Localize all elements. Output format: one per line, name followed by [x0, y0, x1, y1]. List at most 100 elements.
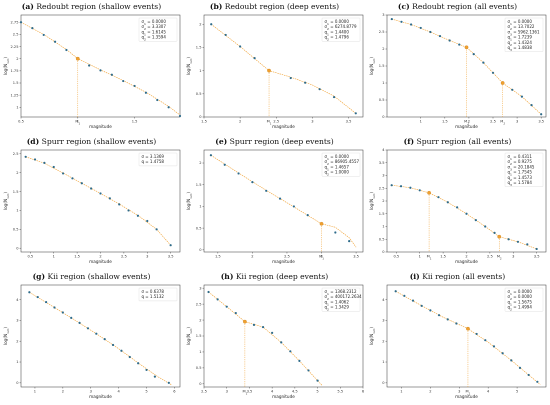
panel-i: (i) Kii region (all events) 1 2 3 4 5 0 1 2 3 4 mag… [366, 270, 549, 405]
scatter-plot: 1 2 3 4 5 6 0 1 2 3 4 magnitude log(N>m) σ = 0.6378q … [3, 284, 181, 399]
data-point [70, 316, 73, 319]
breakpoint-marker [466, 326, 470, 331]
legend-entry: q2 = 1.0000 [325, 170, 350, 177]
y-tick-label: 3 [199, 286, 201, 290]
data-point [88, 64, 91, 67]
data-point [261, 325, 265, 329]
y-tick-label: 1.5 [196, 183, 202, 187]
panel-title: (h) Kii region (deep events) [183, 272, 366, 281]
legend-entry: q2 = 1.3429 [325, 305, 350, 312]
y-tick-label: 1 [16, 209, 18, 213]
x-tick-label: 2 [62, 390, 64, 394]
data-point [118, 203, 121, 206]
breakpoint-marker [243, 319, 247, 324]
x-tick-label: 2.5 [490, 120, 496, 124]
legend-entry: σ3 = 5962.1361 [508, 29, 540, 36]
data-point [252, 323, 256, 326]
legend-box [138, 152, 178, 167]
y-axis-label: log(N>m) [3, 57, 10, 75]
legend-entry: q2 = 1.4994 [508, 305, 533, 312]
y-axis-label: log(N>m) [186, 327, 193, 345]
data-point [429, 309, 432, 312]
y-tick-label: 0 [382, 115, 385, 119]
panel-title-text: Kii region (deep events) [233, 272, 329, 281]
legend-entry: σ2 = 0.9275 [508, 159, 533, 166]
data-point [400, 20, 403, 23]
panel-title: (e) Spurr region (deep events) [183, 137, 366, 146]
x-axis-label: magnitude [89, 124, 112, 129]
data-point [65, 48, 68, 52]
legend-entry: q1 = 1.5675 [508, 299, 533, 306]
y-tick-label: 2 [199, 161, 201, 165]
legend-entry: q3 = 1.4838 [508, 45, 533, 52]
x-axis-label: magnitude [455, 394, 478, 399]
legend-entry: σ1 = 1368.2312 [325, 289, 357, 296]
y-tick-label: 1.5 [379, 64, 385, 68]
y-tick-label: 1.5 [196, 46, 202, 50]
data-point [61, 172, 65, 175]
legend-entry: q3 = 1.5784 [508, 180, 533, 187]
y-axis-label: log(N>m) [369, 192, 376, 210]
x-tick-label: 0.5 [393, 255, 399, 259]
data-point [292, 205, 295, 208]
x-tick-label: 3.5 [247, 390, 253, 394]
panel-title: (a) Redoubt region (shallow events) [0, 2, 183, 11]
data-point [167, 381, 170, 384]
x-tick-label: 3 [320, 255, 322, 259]
y-axis-label: log(N>m) [369, 327, 376, 345]
data-point [419, 26, 422, 30]
panel-f: (f) Spurr region (all events) 0.5 1 1.5 2 2.5… [366, 135, 549, 270]
y-tick-label: 0.5 [379, 98, 385, 102]
data-point [307, 369, 310, 372]
data-point [429, 30, 432, 34]
legend-entry: q1 = 1.4657 [325, 164, 350, 171]
data-point [318, 88, 321, 91]
scatter-plot: 1.5 2 2.5 3 3.5 0 0.5 1 1.5 2 magnitude log(N>m) M1 σ… [186, 149, 364, 264]
y-tick-label: 0 [16, 381, 19, 385]
data-point [90, 187, 93, 190]
x-axis-label: magnitude [272, 394, 295, 399]
data-point [334, 231, 337, 234]
y-tick-label: 2.5 [196, 302, 202, 306]
data-point [251, 181, 254, 184]
legend-entry: q2 = 1.3594 [142, 35, 167, 42]
x-tick-label: 2 [465, 255, 467, 259]
data-point [390, 17, 393, 21]
data-point [31, 27, 34, 30]
data-point [78, 321, 81, 324]
data-point [99, 69, 102, 72]
y-tick-label: 0.5 [196, 226, 202, 230]
data-point [511, 88, 514, 91]
y-tick-label: 1.75 [10, 69, 18, 73]
legend-entry: σ1 = 0.0000 [325, 154, 350, 161]
legend-entry: q1 = 1.4062 [325, 299, 350, 306]
panel-d: (d) Spurr region (shallow events) 0.5 1 1.5… [0, 135, 183, 270]
data-point [271, 331, 274, 334]
breakpoint-marker [75, 56, 80, 61]
y-axis-label: log(N>m) [3, 327, 10, 345]
x-tick-label: 1.5 [74, 255, 80, 259]
scatter-plot: 0.5 1 1.5 2 2.5 3 3.5 0 0.5 1 1.5 2 2.5 3 3.5 4 magnitud… [369, 148, 547, 264]
data-point [224, 33, 227, 37]
legend-box [504, 152, 544, 187]
legend-box [504, 17, 544, 52]
data-point [520, 95, 524, 98]
y-tick-label: 1.5 [379, 212, 385, 216]
data-point [127, 209, 130, 212]
y-tick-label: 2.5 [379, 30, 385, 34]
fit-curve [29, 292, 172, 386]
y-tick-label: 0.5 [196, 92, 202, 96]
data-point [223, 163, 226, 166]
y-tick-label: 4 [382, 298, 385, 302]
y-axis-label: log(N>m) [186, 57, 193, 75]
panel-label: (a) [21, 2, 34, 11]
y-tick-label: 1.5 [196, 334, 202, 338]
legend-entry: σ = 3.1369 [142, 154, 165, 159]
data-point [306, 214, 309, 217]
breakpoint-marker [500, 81, 505, 85]
y-tick-label: 3 [382, 174, 384, 178]
y-tick-label: 2 [199, 318, 201, 322]
panel-label: (g) [32, 272, 46, 281]
y-tick-label: 0 [382, 381, 385, 385]
